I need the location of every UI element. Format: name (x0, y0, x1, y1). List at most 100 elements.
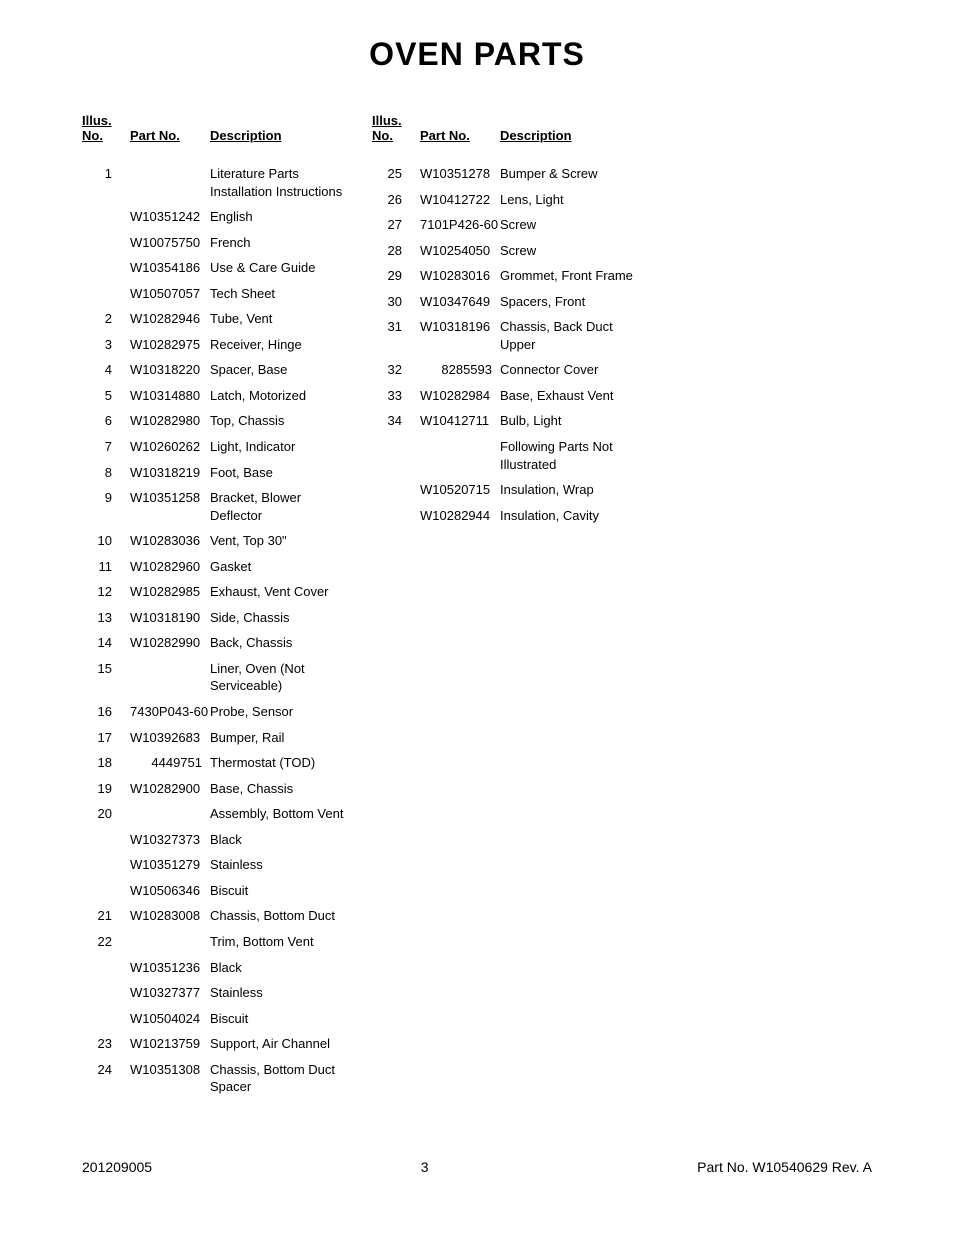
header-illus-no: Illus.No. (82, 113, 130, 143)
cell-part-no: W10412711 (420, 412, 500, 430)
cell-part-no: W10282900 (130, 780, 210, 798)
cell-description: Connector Cover (500, 361, 652, 379)
cell-part-no: W10327373 (130, 831, 210, 849)
cell-illus-no (82, 234, 130, 252)
cell-part-no: W10075750 (130, 234, 210, 252)
cell-description: Tube, Vent (210, 310, 354, 328)
cell-description: Following Parts Not Illustrated (500, 438, 652, 473)
cell-part-no: W10520715 (420, 481, 500, 499)
cell-description: Bracket, Blower Deflector (210, 489, 354, 524)
cell-illus-no: 32 (372, 361, 420, 379)
cell-illus-no (372, 507, 420, 525)
cell-description: Support, Air Channel (210, 1035, 354, 1053)
cell-illus-no: 19 (82, 780, 130, 798)
cell-illus-no (372, 481, 420, 499)
table-row: 3W10282975Receiver, Hinge (82, 332, 354, 358)
cell-illus-no: 5 (82, 387, 130, 405)
cell-description: Bumper, Rail (210, 729, 354, 747)
cell-part-no: W10282985 (130, 583, 210, 601)
table-row: 167430P043-60Probe, Sensor (82, 699, 354, 725)
header-part-no: Part No. (130, 128, 210, 143)
table-row: 21W10283008Chassis, Bottom Duct (82, 903, 354, 929)
cell-part-no: W10282980 (130, 412, 210, 430)
cell-part-no: W10351242 (130, 208, 210, 226)
table-row: 24W10351308Chassis, Bottom Duct Spacer (82, 1057, 354, 1100)
table-row: 4W10318220Spacer, Base (82, 357, 354, 383)
cell-part-no: W10213759 (130, 1035, 210, 1053)
cell-part-no: W10282984 (420, 387, 500, 405)
table-row: 2W10282946Tube, Vent (82, 306, 354, 332)
cell-illus-no (82, 959, 130, 977)
cell-part-no (130, 933, 210, 951)
table-row: W10282944Insulation, Cavity (372, 503, 652, 529)
table-row: 277101P426-60Screw (372, 212, 652, 238)
header-part-no: Part No. (420, 128, 500, 143)
cell-part-no: W10283036 (130, 532, 210, 550)
cell-illus-no (82, 1010, 130, 1028)
cell-description: Assembly, Bottom Vent (210, 805, 354, 823)
footer-part-rev: Part No. W10540629 Rev. A (697, 1159, 872, 1175)
table-row: W10354186Use & Care Guide (82, 255, 354, 281)
cell-illus-no: 27 (372, 216, 420, 234)
cell-illus-no (82, 208, 130, 226)
cell-illus-no (82, 285, 130, 303)
table-row: W10351279Stainless (82, 852, 354, 878)
table-row: 6W10282980Top, Chassis (82, 408, 354, 434)
table-row: 14W10282990Back, Chassis (82, 630, 354, 656)
cell-description: English (210, 208, 354, 226)
cell-illus-no (372, 438, 420, 473)
cell-description: Screw (500, 242, 652, 260)
cell-part-no: W10318190 (130, 609, 210, 627)
cell-illus-no: 16 (82, 703, 130, 721)
cell-part-no: W10327377 (130, 984, 210, 1002)
cell-illus-no: 33 (372, 387, 420, 405)
cell-part-no: W10282944 (420, 507, 500, 525)
cell-illus-no: 4 (82, 361, 130, 379)
cell-part-no: W10314880 (130, 387, 210, 405)
column2-rows: 25W10351278Bumper & Screw26W10412722Lens… (372, 161, 652, 528)
cell-illus-no: 18 (82, 754, 130, 772)
table-row: 328285593Connector Cover (372, 357, 652, 383)
table-row: 10W10283036Vent, Top 30" (82, 528, 354, 554)
table-header: Illus.No. Part No. Description (82, 113, 354, 161)
cell-illus-no (82, 856, 130, 874)
cell-description: Biscuit (210, 882, 354, 900)
cell-description: Spacers, Front (500, 293, 652, 311)
cell-illus-no: 14 (82, 634, 130, 652)
cell-description: Receiver, Hinge (210, 336, 354, 354)
page-title: OVEN PARTS (0, 0, 954, 113)
cell-description: Base, Chassis (210, 780, 354, 798)
cell-illus-no: 26 (372, 191, 420, 209)
cell-illus-no (82, 831, 130, 849)
table-row: 9W10351258Bracket, Blower Deflector (82, 485, 354, 528)
cell-part-no: W10351279 (130, 856, 210, 874)
table-row: W10075750French (82, 230, 354, 256)
cell-part-no: W10351278 (420, 165, 500, 183)
cell-illus-no: 2 (82, 310, 130, 328)
cell-description: Gasket (210, 558, 354, 576)
page-footer: 201209005 3 Part No. W10540629 Rev. A (0, 1159, 954, 1175)
cell-description: Spacer, Base (210, 361, 354, 379)
cell-description: Use & Care Guide (210, 259, 354, 277)
cell-illus-no: 7 (82, 438, 130, 456)
table-row: 28W10254050Screw (372, 238, 652, 264)
cell-part-no: W10318196 (420, 318, 500, 353)
cell-illus-no (82, 259, 130, 277)
cell-illus-no: 21 (82, 907, 130, 925)
cell-part-no: W10254050 (420, 242, 500, 260)
cell-illus-no: 23 (82, 1035, 130, 1053)
cell-illus-no: 12 (82, 583, 130, 601)
table-row: 17W10392683Bumper, Rail (82, 725, 354, 751)
cell-illus-no: 30 (372, 293, 420, 311)
cell-description: Black (210, 959, 354, 977)
table-row: 33W10282984Base, Exhaust Vent (372, 383, 652, 409)
column1-rows: 1Literature Parts Installation Instructi… (82, 161, 354, 1100)
table-row: 12W10282985Exhaust, Vent Cover (82, 579, 354, 605)
cell-description: Foot, Base (210, 464, 354, 482)
table-row: W10520715Insulation, Wrap (372, 477, 652, 503)
cell-description: Vent, Top 30" (210, 532, 354, 550)
cell-description: Top, Chassis (210, 412, 354, 430)
parts-column-1: Illus.No. Part No. Description 1Literatu… (82, 113, 354, 1100)
cell-description: Black (210, 831, 354, 849)
cell-part-no: W10392683 (130, 729, 210, 747)
